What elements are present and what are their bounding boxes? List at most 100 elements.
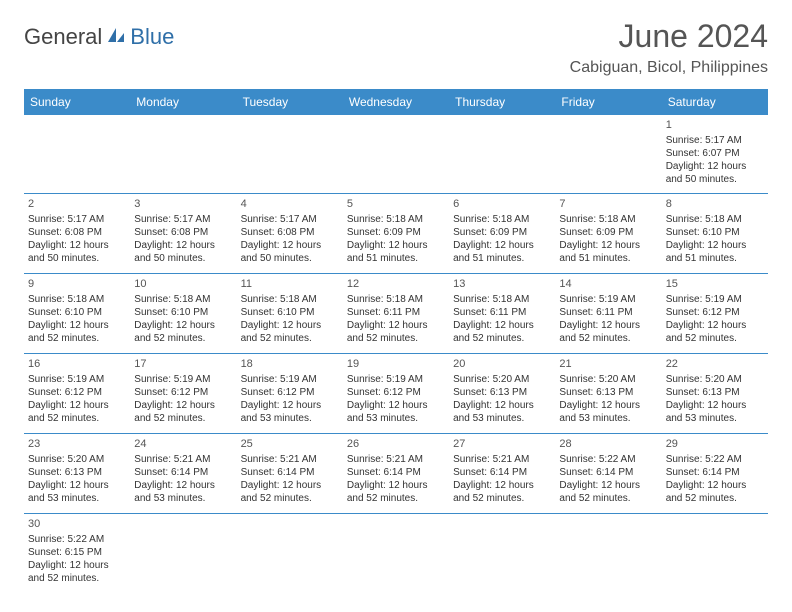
sail-icon xyxy=(106,26,126,49)
day-number: 3 xyxy=(134,197,232,211)
day-info-line: Sunrise: 5:17 AM xyxy=(134,213,232,226)
day-info-line: and 52 minutes. xyxy=(134,332,232,345)
day-info-line: Sunset: 6:14 PM xyxy=(666,466,764,479)
day-number: 5 xyxy=(347,197,445,211)
day-info-line: Sunrise: 5:18 AM xyxy=(241,293,339,306)
day-info-line: Daylight: 12 hours xyxy=(28,239,126,252)
day-info-line: Daylight: 12 hours xyxy=(666,239,764,252)
day-info-line: Daylight: 12 hours xyxy=(28,479,126,492)
day-info-line: Sunset: 6:09 PM xyxy=(347,226,445,239)
location: Cabiguan, Bicol, Philippines xyxy=(570,59,768,77)
weekday-header: Monday xyxy=(130,89,236,115)
day-info-line: and 51 minutes. xyxy=(666,252,764,265)
calendar-week-row: 16Sunrise: 5:19 AMSunset: 6:12 PMDayligh… xyxy=(24,353,768,433)
day-info-line: Daylight: 12 hours xyxy=(134,319,232,332)
day-info-line: Daylight: 12 hours xyxy=(241,479,339,492)
calendar-day-cell: 22Sunrise: 5:20 AMSunset: 6:13 PMDayligh… xyxy=(662,353,768,433)
day-info-line: Sunrise: 5:20 AM xyxy=(28,453,126,466)
day-info-line: Sunset: 6:12 PM xyxy=(134,386,232,399)
day-number: 8 xyxy=(666,197,764,211)
day-info-line: Sunrise: 5:21 AM xyxy=(241,453,339,466)
title-block: June 2024 Cabiguan, Bicol, Philippines xyxy=(570,18,768,77)
day-info-line: Sunrise: 5:18 AM xyxy=(28,293,126,306)
day-info-line: Daylight: 12 hours xyxy=(559,239,657,252)
day-info-line: Sunrise: 5:18 AM xyxy=(453,293,551,306)
day-info-line: Sunrise: 5:18 AM xyxy=(453,213,551,226)
day-number: 18 xyxy=(241,357,339,371)
day-info-line: and 53 minutes. xyxy=(28,492,126,505)
day-info-line: Sunrise: 5:19 AM xyxy=(347,373,445,386)
weekday-header: Wednesday xyxy=(343,89,449,115)
day-info-line: and 52 minutes. xyxy=(347,332,445,345)
day-info-line: and 52 minutes. xyxy=(241,492,339,505)
day-info-line: Sunset: 6:09 PM xyxy=(453,226,551,239)
logo-text-blue: Blue xyxy=(130,24,174,50)
day-info-line: Sunrise: 5:21 AM xyxy=(134,453,232,466)
day-info-line: Sunset: 6:13 PM xyxy=(666,386,764,399)
day-info-line: and 52 minutes. xyxy=(666,492,764,505)
weekday-header: Friday xyxy=(555,89,661,115)
day-info-line: Daylight: 12 hours xyxy=(453,239,551,252)
day-info-line: Daylight: 12 hours xyxy=(347,239,445,252)
calendar-day-cell: 30Sunrise: 5:22 AMSunset: 6:15 PMDayligh… xyxy=(24,513,130,593)
calendar-week-row: 1Sunrise: 5:17 AMSunset: 6:07 PMDaylight… xyxy=(24,115,768,193)
day-info-line: Sunset: 6:11 PM xyxy=(559,306,657,319)
weekday-header: Tuesday xyxy=(237,89,343,115)
day-info-line: Sunrise: 5:18 AM xyxy=(347,293,445,306)
calendar-empty-cell xyxy=(449,115,555,193)
day-number: 29 xyxy=(666,437,764,451)
day-info-line: Sunset: 6:14 PM xyxy=(453,466,551,479)
day-info-line: and 50 minutes. xyxy=(134,252,232,265)
day-info-line: Daylight: 12 hours xyxy=(666,479,764,492)
day-info-line: and 50 minutes. xyxy=(666,173,764,186)
day-info-line: Daylight: 12 hours xyxy=(666,319,764,332)
day-info-line: Daylight: 12 hours xyxy=(241,319,339,332)
day-info-line: and 53 minutes. xyxy=(347,412,445,425)
day-info-line: Daylight: 12 hours xyxy=(559,319,657,332)
weekday-header: Thursday xyxy=(449,89,555,115)
day-info-line: Daylight: 12 hours xyxy=(559,479,657,492)
day-info-line: and 52 minutes. xyxy=(559,492,657,505)
day-info-line: Sunrise: 5:20 AM xyxy=(453,373,551,386)
calendar-day-cell: 6Sunrise: 5:18 AMSunset: 6:09 PMDaylight… xyxy=(449,193,555,273)
day-number: 11 xyxy=(241,277,339,291)
day-info-line: Daylight: 12 hours xyxy=(134,239,232,252)
day-info-line: and 51 minutes. xyxy=(559,252,657,265)
day-info-line: Sunrise: 5:22 AM xyxy=(666,453,764,466)
calendar-body: 1Sunrise: 5:17 AMSunset: 6:07 PMDaylight… xyxy=(24,115,768,593)
day-info-line: Sunset: 6:13 PM xyxy=(559,386,657,399)
day-info-line: Sunset: 6:08 PM xyxy=(28,226,126,239)
day-info-line: Daylight: 12 hours xyxy=(134,399,232,412)
day-info-line: Sunrise: 5:19 AM xyxy=(28,373,126,386)
day-info-line: and 52 minutes. xyxy=(241,332,339,345)
day-info-line: Sunrise: 5:18 AM xyxy=(347,213,445,226)
day-number: 14 xyxy=(559,277,657,291)
calendar-empty-cell xyxy=(662,513,768,593)
weekday-header: Sunday xyxy=(24,89,130,115)
day-info-line: Sunset: 6:11 PM xyxy=(453,306,551,319)
calendar-day-cell: 10Sunrise: 5:18 AMSunset: 6:10 PMDayligh… xyxy=(130,273,236,353)
day-info-line: and 52 minutes. xyxy=(28,412,126,425)
day-number: 28 xyxy=(559,437,657,451)
day-number: 12 xyxy=(347,277,445,291)
day-info-line: and 53 minutes. xyxy=(453,412,551,425)
day-info-line: Sunrise: 5:20 AM xyxy=(666,373,764,386)
day-info-line: Sunset: 6:15 PM xyxy=(28,546,126,559)
day-number: 10 xyxy=(134,277,232,291)
day-info-line: Daylight: 12 hours xyxy=(453,399,551,412)
day-number: 22 xyxy=(666,357,764,371)
day-number: 20 xyxy=(453,357,551,371)
weekday-header-row: SundayMondayTuesdayWednesdayThursdayFrid… xyxy=(24,89,768,115)
day-info-line: Sunset: 6:08 PM xyxy=(241,226,339,239)
day-info-line: Sunset: 6:11 PM xyxy=(347,306,445,319)
calendar-day-cell: 26Sunrise: 5:21 AMSunset: 6:14 PMDayligh… xyxy=(343,433,449,513)
day-info-line: and 52 minutes. xyxy=(28,572,126,585)
day-info-line: Sunrise: 5:22 AM xyxy=(559,453,657,466)
day-info-line: Daylight: 12 hours xyxy=(453,319,551,332)
day-info-line: Sunset: 6:14 PM xyxy=(347,466,445,479)
day-info-line: Daylight: 12 hours xyxy=(28,319,126,332)
calendar-week-row: 23Sunrise: 5:20 AMSunset: 6:13 PMDayligh… xyxy=(24,433,768,513)
calendar-empty-cell xyxy=(555,513,661,593)
calendar-day-cell: 5 Sunrise: 5:18 AMSunset: 6:09 PMDaylight… xyxy=(343,193,449,273)
day-info-line: Daylight: 12 hours xyxy=(28,559,126,572)
